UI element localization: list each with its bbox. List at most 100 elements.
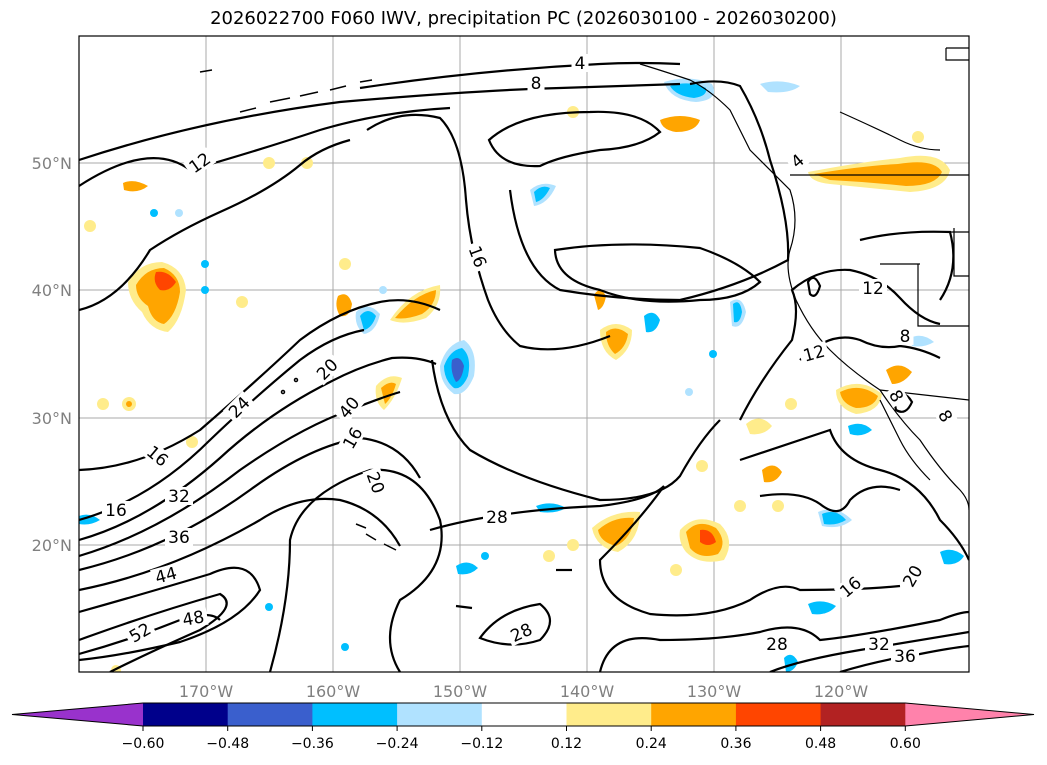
colorbar-tick-label: −0.36: [291, 736, 334, 752]
iwv-contour: [799, 336, 941, 361]
iwv-contour: [79, 566, 262, 662]
contour-label-bg: [141, 440, 175, 472]
contour-label-bg: [865, 635, 893, 653]
precip-blob: [814, 162, 942, 186]
iwv-contour: [769, 630, 969, 672]
precip-blob: [543, 550, 555, 562]
contour-label: 20: [313, 355, 342, 384]
precip-blob: [456, 562, 478, 575]
colorbar-extend-min: [12, 703, 143, 726]
contour-label-bg: [859, 279, 887, 297]
precip-blob: [886, 365, 912, 384]
iwv-contour: [455, 604, 473, 610]
precip-negative: [79, 78, 964, 672]
precip-blob: [567, 539, 579, 551]
contour-label-bg: [177, 606, 209, 630]
iwv-contour: [79, 82, 681, 162]
lat-label-20n: 20°N: [32, 536, 72, 555]
precip-blob: [339, 258, 351, 270]
island: [293, 377, 299, 383]
contour-label-bg: [483, 508, 511, 526]
precip-blob: [481, 552, 489, 560]
contour-label: 4: [575, 54, 586, 74]
contour-label-bg: [897, 559, 928, 593]
lon-label-160w: 160°W: [306, 682, 361, 701]
precip-blob: [670, 564, 682, 576]
iwv-contour: [508, 80, 790, 302]
precip-blob: [175, 209, 183, 217]
contour-label-bg: [891, 647, 919, 665]
contour-label: 28: [766, 635, 788, 655]
contour-label-bg: [896, 327, 914, 345]
colorbar-tick-label: 0.12: [551, 736, 582, 752]
colorbar-tick-label: 0.24: [636, 736, 667, 752]
iwv-contour: [806, 276, 822, 297]
colorbar-segment: [481, 703, 567, 726]
iwv-contour: [553, 243, 762, 303]
contour-label-bg: [183, 147, 217, 179]
map-title: 2026022700 F060 IWV, precipitation PC (2…: [210, 8, 837, 29]
precip-blob: [79, 514, 100, 525]
precip-blob: [734, 500, 746, 512]
colorbar-tick-label: −0.24: [376, 736, 419, 752]
colorbar-segment: [143, 703, 229, 726]
precip-blob: [594, 290, 606, 310]
lon-label-170w: 170°W: [179, 682, 234, 701]
precip-blob: [822, 512, 846, 525]
iwv-contours: [79, 61, 969, 672]
contour-label-bg: [337, 421, 368, 455]
state-boundaries: [880, 228, 969, 327]
precip-blob: [534, 186, 550, 202]
iwv-contour: [430, 359, 721, 502]
coastline-baja: [879, 399, 931, 481]
lon-label-130w: 130°W: [687, 682, 742, 701]
precip-blob: [912, 131, 924, 143]
iwv-contour: [429, 485, 901, 617]
precip-blob: [670, 83, 707, 98]
precip-blob: [700, 529, 716, 545]
contour-label: 12: [862, 279, 884, 299]
longitude-labels: 170°W 160°W 150°W 140°W 130°W 120°W: [179, 682, 869, 701]
contour-label-bg: [310, 352, 344, 386]
precip-blob: [97, 398, 109, 410]
colorbar-segment: [227, 703, 313, 726]
contour-label-bg: [527, 74, 545, 92]
precip-blob: [760, 81, 800, 93]
precip-blob: [381, 382, 396, 404]
precip-blob: [785, 398, 797, 410]
precip-blob: [201, 286, 209, 294]
precip-blob: [126, 401, 132, 407]
contour-label: 8: [531, 74, 542, 94]
islands: [199, 69, 397, 551]
precip-blob: [84, 220, 96, 232]
precip-blob: [360, 311, 376, 330]
iwv-contour: [79, 328, 365, 522]
contour-label-bg: [833, 571, 867, 603]
colorbar-tick-label: 0.48: [805, 736, 836, 752]
contour-label: 16: [142, 442, 171, 471]
colorbar-tick-label: 0.60: [890, 736, 921, 752]
precip-blob: [395, 290, 436, 319]
precip-blob: [840, 387, 878, 408]
iwv-contour: [359, 61, 681, 90]
contour-label-bg: [165, 487, 193, 505]
iwv-contour: [739, 268, 941, 421]
contour-label: 32: [868, 635, 890, 655]
iwv-contour: [268, 468, 443, 672]
precip-blob: [150, 209, 158, 217]
island: [280, 389, 286, 395]
colorbar-segment: [566, 703, 652, 726]
precip-blob: [644, 312, 660, 333]
iwv-contour: [487, 110, 662, 168]
iwv-contour: [79, 613, 221, 656]
precip-blob: [606, 328, 628, 354]
map-frame: [78, 35, 970, 673]
coastline-north-america: [639, 63, 969, 511]
colorbar-extend-max: [905, 703, 1034, 726]
aleutian-islands: [199, 69, 373, 113]
coastline-detail: [945, 47, 969, 61]
precip-blob: [746, 418, 772, 435]
precip-blob: [341, 643, 349, 651]
